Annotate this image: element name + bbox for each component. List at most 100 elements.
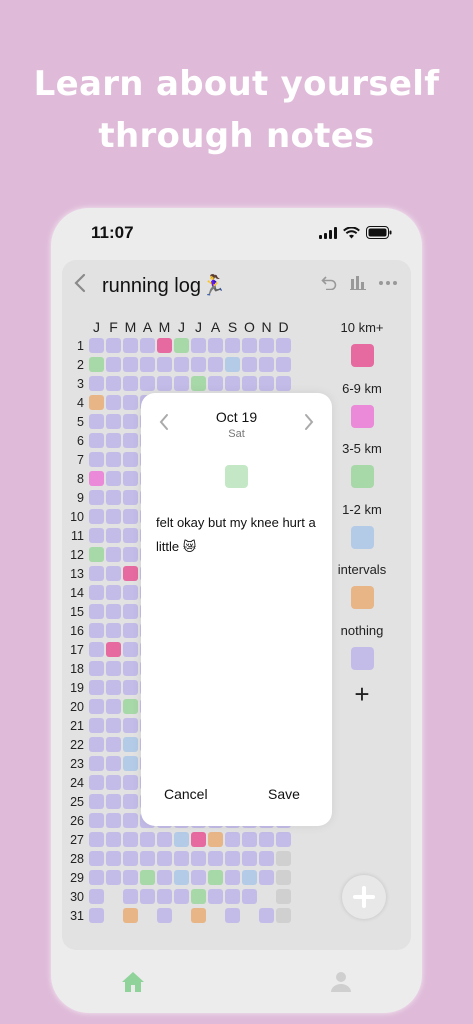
day-cell[interactable] <box>276 870 291 885</box>
day-cell[interactable] <box>89 832 104 847</box>
day-cell[interactable] <box>89 471 104 486</box>
day-cell[interactable] <box>157 889 172 904</box>
save-button[interactable]: Save <box>268 786 300 802</box>
day-cell[interactable] <box>89 813 104 828</box>
day-cell[interactable] <box>242 338 257 353</box>
day-cell[interactable] <box>174 832 189 847</box>
bar-chart-icon[interactable] <box>350 276 366 290</box>
day-cell[interactable] <box>225 357 240 372</box>
day-cell[interactable] <box>123 851 138 866</box>
day-cell[interactable] <box>106 376 121 391</box>
day-cell[interactable] <box>140 338 155 353</box>
day-cell[interactable] <box>89 338 104 353</box>
day-cell[interactable] <box>106 851 121 866</box>
cancel-button[interactable]: Cancel <box>164 786 208 802</box>
day-cell[interactable] <box>106 395 121 410</box>
day-cell[interactable] <box>259 851 274 866</box>
day-cell[interactable] <box>123 585 138 600</box>
day-cell[interactable] <box>276 376 291 391</box>
day-cell[interactable] <box>89 452 104 467</box>
day-cell[interactable] <box>123 680 138 695</box>
day-cell[interactable] <box>157 376 172 391</box>
legend-item[interactable]: 10 km+ <box>324 320 400 367</box>
day-cell[interactable] <box>106 737 121 752</box>
day-cell[interactable] <box>106 547 121 562</box>
day-cell[interactable] <box>123 509 138 524</box>
day-cell[interactable] <box>276 889 291 904</box>
day-cell[interactable] <box>208 338 223 353</box>
day-cell[interactable] <box>89 547 104 562</box>
day-cell[interactable] <box>225 832 240 847</box>
day-cell[interactable] <box>89 699 104 714</box>
day-cell[interactable] <box>123 376 138 391</box>
day-cell[interactable] <box>106 509 121 524</box>
day-cell[interactable] <box>157 870 172 885</box>
day-cell[interactable] <box>123 794 138 809</box>
day-cell[interactable] <box>259 870 274 885</box>
day-cell[interactable] <box>259 338 274 353</box>
day-cell[interactable] <box>225 870 240 885</box>
legend-item[interactable]: intervals <box>324 562 400 609</box>
day-cell[interactable] <box>174 870 189 885</box>
day-cell[interactable] <box>123 357 138 372</box>
day-cell[interactable] <box>106 604 121 619</box>
day-cell[interactable] <box>89 661 104 676</box>
day-cell[interactable] <box>89 376 104 391</box>
day-cell[interactable] <box>123 889 138 904</box>
chevron-left-icon[interactable] <box>74 273 86 296</box>
day-cell[interactable] <box>140 870 155 885</box>
legend-item[interactable]: 1-2 km <box>324 502 400 549</box>
day-cell[interactable] <box>259 908 274 923</box>
day-cell[interactable] <box>208 851 223 866</box>
day-cell[interactable] <box>123 756 138 771</box>
day-cell[interactable] <box>191 870 206 885</box>
day-cell[interactable] <box>123 623 138 638</box>
day-cell[interactable] <box>89 889 104 904</box>
note-text[interactable]: felt okay but my knee hurt a little 😿 <box>156 515 316 554</box>
day-cell[interactable] <box>106 566 121 581</box>
day-cell[interactable] <box>259 832 274 847</box>
day-cell[interactable] <box>140 832 155 847</box>
day-cell[interactable] <box>191 851 206 866</box>
legend-item[interactable]: 3-5 km <box>324 441 400 488</box>
day-cell[interactable] <box>259 376 274 391</box>
day-cell[interactable] <box>89 509 104 524</box>
day-cell[interactable] <box>89 490 104 505</box>
day-cell[interactable] <box>208 357 223 372</box>
day-cell[interactable] <box>89 433 104 448</box>
day-cell[interactable] <box>106 528 121 543</box>
category-swatch[interactable] <box>225 465 248 488</box>
day-cell[interactable] <box>123 908 138 923</box>
day-cell[interactable] <box>208 832 223 847</box>
day-cell[interactable] <box>191 357 206 372</box>
day-cell[interactable] <box>123 718 138 733</box>
day-cell[interactable] <box>123 775 138 790</box>
day-cell[interactable] <box>89 870 104 885</box>
undo-icon[interactable] <box>321 276 337 290</box>
day-cell[interactable] <box>276 908 291 923</box>
day-cell[interactable] <box>123 699 138 714</box>
day-cell[interactable] <box>123 737 138 752</box>
day-cell[interactable] <box>106 813 121 828</box>
day-cell[interactable] <box>123 813 138 828</box>
day-cell[interactable] <box>242 889 257 904</box>
day-cell[interactable] <box>242 357 257 372</box>
day-cell[interactable] <box>191 908 206 923</box>
day-cell[interactable] <box>174 376 189 391</box>
day-cell[interactable] <box>89 737 104 752</box>
day-cell[interactable] <box>89 528 104 543</box>
day-cell[interactable] <box>208 889 223 904</box>
day-cell[interactable] <box>174 889 189 904</box>
add-button[interactable] <box>342 875 386 919</box>
day-cell[interactable] <box>225 338 240 353</box>
day-cell[interactable] <box>89 908 104 923</box>
previous-day-button[interactable] <box>159 413 169 435</box>
home-icon[interactable] <box>121 971 145 993</box>
day-cell[interactable] <box>157 908 172 923</box>
day-cell[interactable] <box>89 585 104 600</box>
day-cell[interactable] <box>89 623 104 638</box>
next-day-button[interactable] <box>304 413 314 435</box>
day-cell[interactable] <box>157 338 172 353</box>
day-cell[interactable] <box>89 642 104 657</box>
day-cell[interactable] <box>106 623 121 638</box>
